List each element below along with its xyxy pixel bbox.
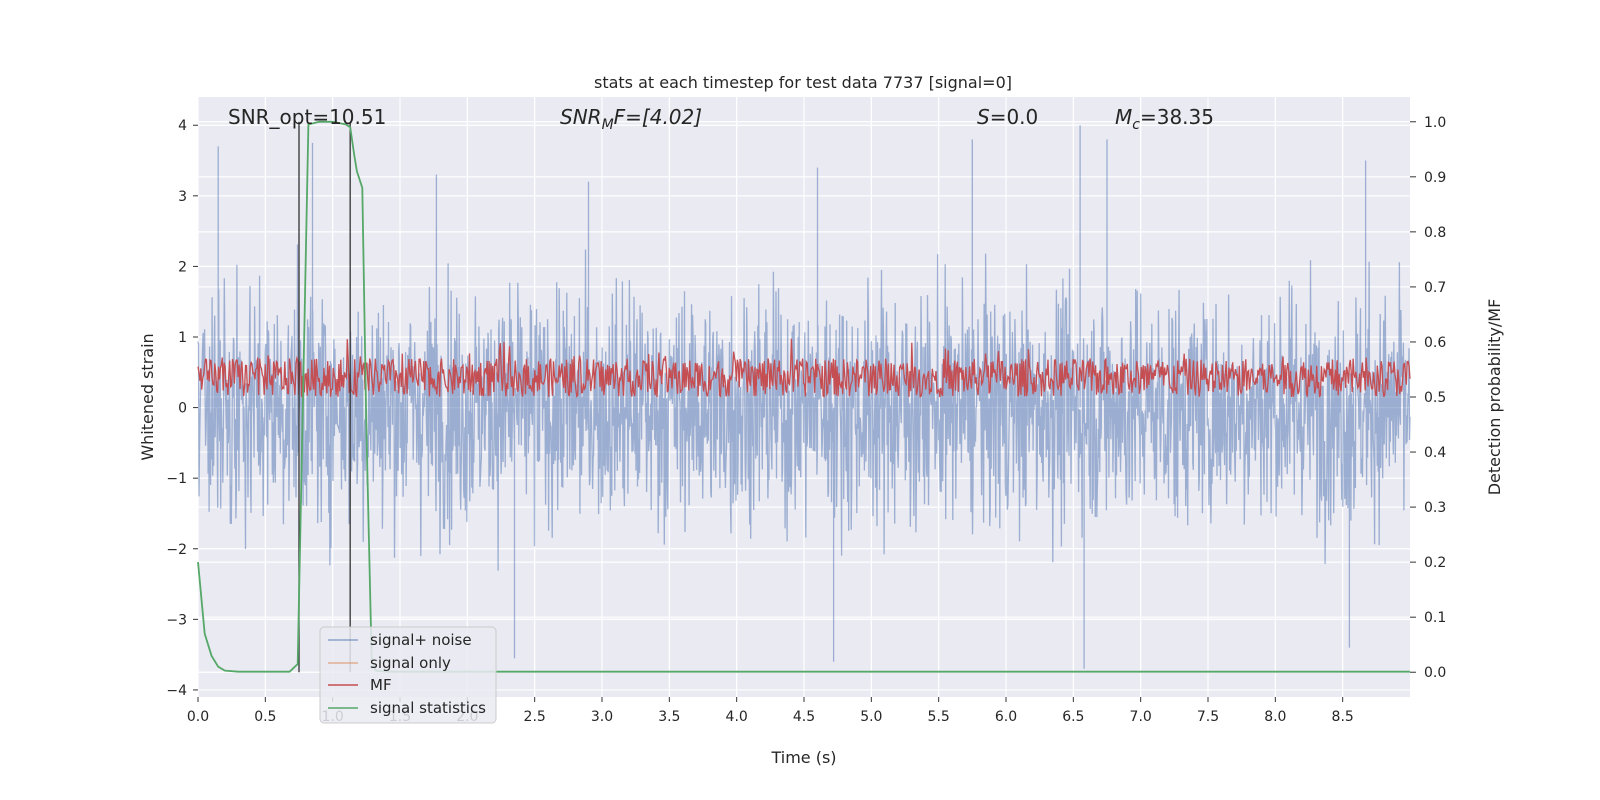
x-tick-label: 6.5 [1062, 709, 1084, 725]
x-tick-label: 7.5 [1197, 709, 1219, 725]
y2-tick-label: 0.3 [1424, 500, 1446, 516]
y2-tick-label: 0.8 [1424, 225, 1446, 241]
mc-value: =38.35 [1140, 105, 1214, 129]
x-tick-label: 0.0 [187, 709, 209, 725]
signal-noise-line [197, 125, 1411, 669]
snr-mf-subscript: M [602, 117, 614, 133]
y-tick-label: 3 [178, 189, 187, 205]
legend-box [319, 626, 497, 724]
y-tick-label: −2 [166, 542, 187, 558]
y-tick-label: −3 [166, 612, 187, 628]
y2-tick-label: 0.5 [1424, 390, 1446, 406]
y2-tick-label: 0.0 [1424, 665, 1446, 681]
y-tick-label: 0 [178, 401, 187, 417]
y-tick-label: 2 [178, 259, 187, 275]
legend-label-signal: signal only [370, 654, 451, 672]
y2-axis-label: Detection probability/MF [1485, 299, 1504, 496]
mc-symbol: M [1115, 105, 1132, 129]
mc-annotation: Mc=38.35 [1115, 105, 1214, 133]
x-tick-label: 4.5 [793, 709, 815, 725]
snr-mf-annotation: SNRMF=[4.02] [560, 105, 702, 133]
legend-label-noise: signal+ noise [370, 631, 472, 649]
x-tick-label: 5.5 [928, 709, 950, 725]
x-tick-label: 0.5 [254, 709, 276, 725]
snr-opt-annotation: SNR_opt=10.51 [228, 105, 386, 129]
y-tick-label: −1 [166, 471, 187, 487]
y2-axis-ticks: 1.0 0.9 0.8 0.7 0.6 0.5 0.4 0.3 0.2 0.1 0.0 [1410, 115, 1446, 681]
y2-tick-label: 0.6 [1424, 335, 1446, 351]
legend: signal+ noise signal only MF signal stat… [319, 626, 497, 724]
legend-label-statistics: signal statistics [370, 699, 486, 717]
mf-trace [197, 338, 1411, 398]
x-tick-label: 8.0 [1264, 709, 1286, 725]
x-tick-label: 7.0 [1130, 709, 1152, 725]
snr-mf-value: F=[4.02] [614, 105, 702, 129]
x-axis-label: Time (s) [770, 748, 836, 767]
y-axis-ticks: 4 3 2 1 0 −1 −2 −3 −4 [166, 118, 198, 699]
mf-line [197, 338, 1411, 398]
y-axis-label: Whitened strain [138, 333, 157, 460]
x-tick-label: 3.0 [591, 709, 613, 725]
signal-statistics-line [197, 120, 1410, 673]
y2-tick-label: 0.2 [1424, 555, 1446, 571]
s-symbol: S [977, 105, 990, 129]
noise-trace [197, 125, 1411, 669]
x-tick-label: 8.5 [1332, 709, 1354, 725]
y-tick-label: 4 [178, 118, 187, 134]
x-tick-label: 6.0 [995, 709, 1017, 725]
mc-subscript: c [1132, 117, 1140, 133]
y-tick-label: 1 [178, 330, 187, 346]
y2-tick-label: 0.9 [1424, 170, 1446, 186]
y-tick-label: −4 [166, 683, 187, 699]
chart-title: stats at each timestep for test data 773… [594, 73, 1012, 92]
x-tick-label: 4.0 [726, 709, 748, 725]
snr-mf-symbol: SNR [560, 105, 602, 129]
s-annotation: S=0.0 [977, 105, 1038, 129]
x-tick-label: 2.5 [524, 709, 546, 725]
x-tick-label: 5.0 [860, 709, 882, 725]
legend-label-mf: MF [370, 676, 392, 694]
x-tick-label: 3.5 [658, 709, 680, 725]
y2-tick-label: 0.1 [1424, 610, 1446, 626]
s-value: =0.0 [990, 105, 1039, 129]
signal-statistics-trace [197, 120, 1410, 673]
y2-tick-label: 0.4 [1424, 445, 1446, 461]
y2-tick-label: 1.0 [1424, 115, 1446, 131]
y2-tick-label: 0.7 [1424, 280, 1446, 296]
